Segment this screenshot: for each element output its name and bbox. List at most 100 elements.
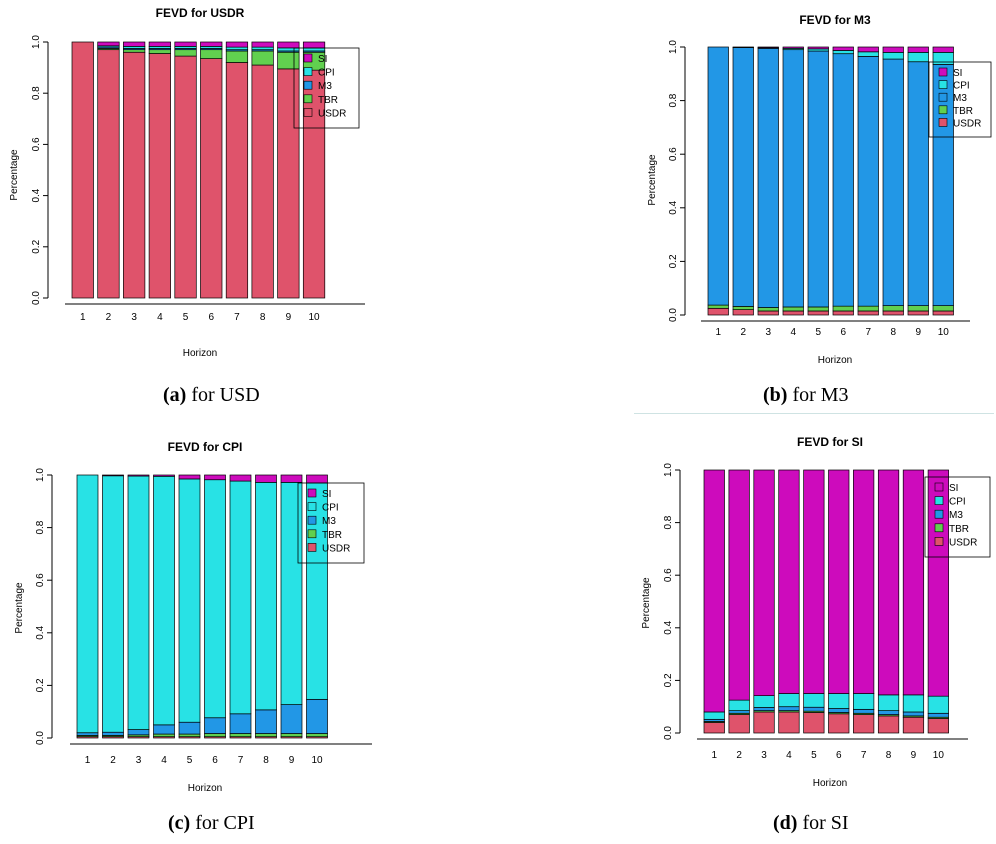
legend-swatch-cpi <box>303 67 313 76</box>
bar-segment-m3 <box>127 729 150 736</box>
x-tick-label: 4 <box>161 755 167 766</box>
x-tick-label: 9 <box>286 312 292 323</box>
bar-segment-m3 <box>778 706 800 711</box>
bar-segment-m3 <box>782 49 804 308</box>
bar-segment-tbr <box>807 306 829 312</box>
x-tick-label: 9 <box>915 327 921 338</box>
x-tick-label: 8 <box>886 750 892 761</box>
bar-segment-si <box>828 469 850 694</box>
bar-segment-usdr <box>225 62 249 299</box>
bar-segment-m3 <box>204 717 226 734</box>
bar-segment-si <box>153 474 175 477</box>
bar-segment-cpi <box>803 693 825 708</box>
y-tick-label: 0.0 <box>663 726 674 740</box>
panel-fevd-m3: FEVD for M3 Horizon Percentage 1 2 3 4 5 6 7 8 9… <box>647 13 992 366</box>
bar-segment-cpi <box>902 694 925 713</box>
y-tick-label: 0.2 <box>31 239 42 253</box>
bar-stack-group <box>703 469 949 734</box>
x-tick-label: 1 <box>85 755 91 766</box>
bar-segment-si <box>857 46 879 53</box>
bar-segment-usdr <box>123 51 146 299</box>
bar-segment-cpi <box>778 693 800 708</box>
legend-label-tbr: TBR <box>949 524 969 535</box>
bar-segment-usdr <box>97 49 120 299</box>
legend-swatch-si <box>938 67 948 77</box>
panel-title: FEVD for CPI <box>168 440 243 454</box>
bar-segment-usdr <box>707 307 729 316</box>
x-tick-label: 5 <box>187 755 193 766</box>
y-tick-label: 0.4 <box>31 188 42 202</box>
bar-segment-cpi <box>877 694 900 711</box>
bar-segment-cpi <box>225 46 249 51</box>
panel-title: FEVD for USDR <box>156 6 245 20</box>
x-tick-label: 4 <box>790 327 796 338</box>
bar-segment-m3 <box>707 46 729 306</box>
legend-swatch-m3 <box>303 80 313 90</box>
bar-segment-m3 <box>753 707 775 711</box>
bar-segment-si <box>807 46 829 50</box>
bar-segment-si <box>229 474 252 482</box>
bar-segment-si <box>907 46 929 53</box>
x-axis-label: Horizon <box>813 778 847 789</box>
caption-text: for M3 <box>787 384 849 406</box>
bar-segment-si <box>148 41 171 47</box>
bar-segment-si <box>277 41 300 49</box>
axes-group: 1 2 3 4 5 6 7 8 9 10 0.0 0.2 0.4 0.6 0.8 1.0 <box>668 40 970 338</box>
y-tick-label: 0.6 <box>35 573 46 587</box>
y-tick-label: 0.2 <box>663 673 674 687</box>
bar-segment-usdr <box>902 716 925 734</box>
caption-label: (c) <box>168 812 191 834</box>
y-tick-label: 0.0 <box>31 291 42 305</box>
bar-segment-si <box>728 469 750 701</box>
bar-segment-cpi <box>153 475 175 726</box>
bar-segment-m3 <box>732 47 754 307</box>
bar-segment-usdr <box>803 712 825 734</box>
panel-title: FEVD for SI <box>797 435 863 449</box>
bar-segment-usdr <box>703 722 725 734</box>
x-tick-label: 7 <box>865 327 871 338</box>
y-tick-label: 0.4 <box>35 625 46 639</box>
bar-segment-tbr <box>251 50 274 66</box>
caption-c: (c) for CPI <box>168 812 255 835</box>
y-axis-label: Percentage <box>9 149 20 201</box>
x-tick-label: 1 <box>711 750 717 761</box>
bar-segment-m3 <box>902 711 925 717</box>
x-tick-label: 3 <box>765 327 771 338</box>
bar-segment-cpi <box>857 51 879 57</box>
bar-segment-tbr <box>153 733 175 738</box>
bar-segment-si <box>753 469 775 696</box>
bar-segment-si <box>757 46 779 49</box>
y-tick-label: 0.8 <box>35 520 46 534</box>
y-tick-label: 0.8 <box>663 515 674 529</box>
legend-swatch-tbr <box>938 105 948 115</box>
y-tick-label: 0.2 <box>668 254 679 268</box>
bar-stack-group <box>707 46 954 316</box>
separator-line <box>634 413 994 414</box>
x-tick-label: 3 <box>761 750 767 761</box>
bar-segment-tbr <box>255 733 277 738</box>
bar-segment-cpi <box>178 478 201 723</box>
x-axis-label: Horizon <box>818 355 852 366</box>
bar-segment-si <box>174 41 197 47</box>
bar-segment-si <box>782 46 804 49</box>
panel-fevd-usdr: FEVD for USDR Horizon Percentage 1 2 3 4 5 6 7… <box>9 6 365 359</box>
bar-segment-si <box>902 469 925 696</box>
x-tick-label: 6 <box>208 312 214 323</box>
bar-stack-group <box>76 474 328 739</box>
bar-segment-si <box>200 41 223 47</box>
x-tick-label: 2 <box>110 755 116 766</box>
bar-segment-si <box>803 469 825 694</box>
axes-group: 1 2 3 4 5 6 7 8 9 10 0.0 0.2 0.4 0.6 0.8 1.0 <box>35 468 372 766</box>
legend-label-usdr: USDR <box>949 537 977 548</box>
bar-segment-cpi <box>204 479 226 719</box>
legend-swatch-m3 <box>934 509 944 519</box>
legend-label-usdr: USDR <box>953 118 981 129</box>
x-tick-label: 10 <box>938 327 950 338</box>
caption-text: for CPI <box>190 812 255 834</box>
legend-label-m3: M3 <box>322 516 336 527</box>
bar-segment-si <box>302 41 326 49</box>
y-tick-label: 0.4 <box>668 200 679 214</box>
legend-swatch-cpi <box>938 80 948 89</box>
bar-segment-tbr <box>907 305 929 312</box>
